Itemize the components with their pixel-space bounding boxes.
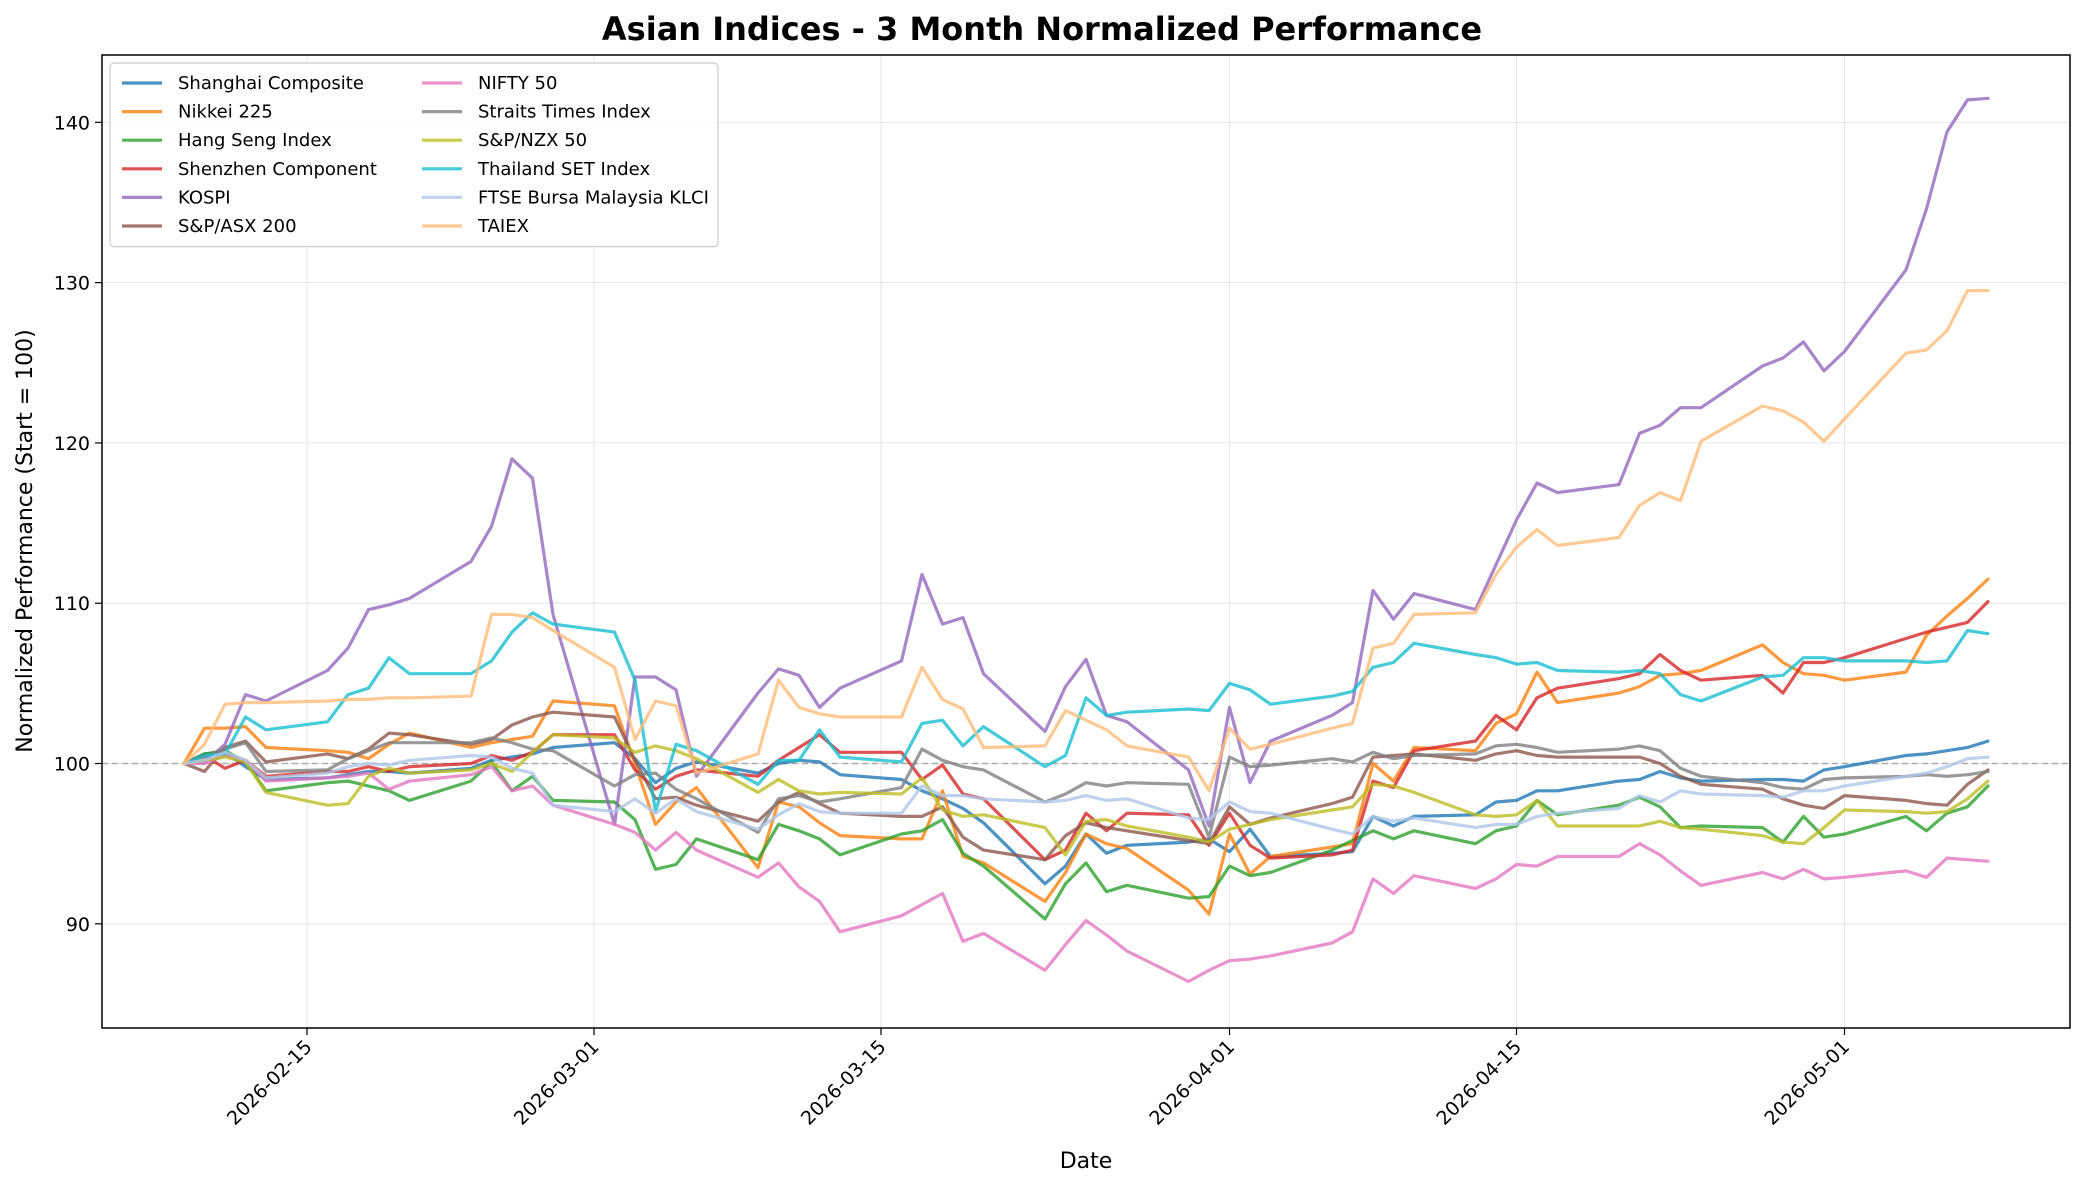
x-tick-label: 2026-03-01 xyxy=(510,1036,604,1130)
legend-label: Straits Times Index xyxy=(478,102,651,123)
legend-label: FTSE Bursa Malaysia KLCI xyxy=(478,187,709,208)
y-tick-label: 120 xyxy=(54,433,90,455)
chart-title: Asian Indices - 3 Month Normalized Perfo… xyxy=(602,10,1482,48)
y-tick-label: 130 xyxy=(54,273,90,295)
series-line-straits-times-index xyxy=(182,736,1990,839)
x-tick-label: 2026-04-15 xyxy=(1432,1036,1526,1130)
x-axis-ticks: 2026-02-15 2026-03-01 2026-03-15 2026-04-01… xyxy=(223,1028,1854,1130)
legend-label: S&P/NZX 50 xyxy=(478,130,587,151)
y-axis-label: Normalized Performance (Start = 100) xyxy=(13,329,38,752)
legend-label: S&P/ASX 200 xyxy=(178,216,297,237)
legend-label: Thailand SET Index xyxy=(477,159,650,180)
series-line-thailand-set-index xyxy=(182,611,1990,814)
x-axis-label: Date xyxy=(1060,1149,1113,1174)
series-line-nifty-50 xyxy=(182,753,1990,984)
series-line-ftse-bursa-malaysia-klci xyxy=(182,750,1990,836)
legend-label: Hang Seng Index xyxy=(178,130,332,151)
legend-label: TAIEX xyxy=(477,216,529,237)
legend-label: Shanghai Composite xyxy=(178,73,364,94)
x-tick-label: 2026-02-15 xyxy=(223,1036,317,1130)
series-line-kospi xyxy=(182,96,1990,828)
y-tick-label: 110 xyxy=(54,593,90,615)
x-tick-label: 2026-04-01 xyxy=(1145,1036,1239,1130)
series-line-taiex xyxy=(182,289,1990,793)
plot-frame xyxy=(101,54,2071,1029)
y-tick-label: 100 xyxy=(54,754,90,776)
legend-label: NIFTY 50 xyxy=(478,73,557,94)
y-tick-label: 90 xyxy=(66,914,90,936)
legend: Shanghai Composite Nikkei 225 Hang Seng In… xyxy=(109,62,719,248)
y-axis-ticks: 90 100 110 120 130 140 xyxy=(54,112,102,936)
legend-box xyxy=(109,62,719,248)
x-tick-label: 2026-05-01 xyxy=(1760,1036,1854,1130)
legend-label: Shenzhen Component xyxy=(178,159,377,180)
x-tick-label: 2026-03-15 xyxy=(797,1036,891,1130)
series-lines xyxy=(182,96,1990,984)
y-tick-label: 140 xyxy=(54,112,90,134)
legend-label: Nikkei 225 xyxy=(178,102,273,123)
series-line-s-p-nzx-50 xyxy=(182,733,1990,857)
legend-label: KOSPI xyxy=(178,187,231,208)
